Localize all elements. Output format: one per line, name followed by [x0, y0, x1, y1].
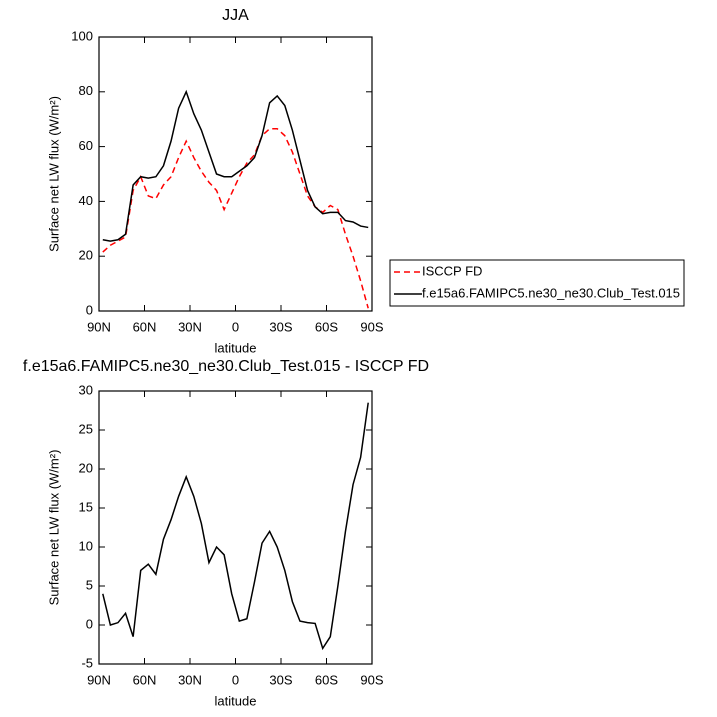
legend-box [389, 259, 685, 307]
x-tick-label: 30N [178, 319, 202, 334]
x-tick-label: 60N [133, 672, 157, 687]
x-tick-label: 90N [87, 319, 111, 334]
x-tick-label: 90N [87, 672, 111, 687]
chart-title: JJA [222, 7, 249, 24]
y-tick-label: 20 [79, 248, 93, 263]
y-tick-label: 0 [86, 616, 93, 631]
y-tick-label: 0 [86, 302, 93, 317]
x-tick-label: 30S [269, 672, 292, 687]
y-tick-label: 30 [79, 382, 93, 397]
x-tick-label: 30S [269, 319, 292, 334]
x-tick-label: 30N [178, 672, 202, 687]
x-axis-label: latitude [215, 693, 257, 708]
plot-frame [98, 390, 373, 665]
y-tick-label: 100 [71, 28, 93, 43]
data-line [102, 128, 369, 309]
data-line [102, 89, 369, 242]
x-tick-label: 0 [232, 319, 239, 334]
legend-label: ISCCP FD [422, 263, 482, 278]
x-tick-label: 60S [315, 319, 338, 334]
y-tick-label: 10 [79, 538, 93, 553]
y-tick-label: 40 [79, 193, 93, 208]
x-axis-label: latitude [215, 340, 257, 355]
y-tick-label: -5 [81, 655, 93, 670]
y-tick-label: 60 [79, 138, 93, 153]
legend-label: f.e15a6.FAMIPC5.ne30_ne30.Club_Test.015 [422, 285, 680, 300]
plot-frame [98, 36, 373, 312]
x-tick-label: 0 [232, 672, 239, 687]
x-tick-label: 60N [133, 319, 157, 334]
chart-title: f.e15a6.FAMIPC5.ne30_ne30.Club_Test.015 … [23, 358, 429, 375]
data-line [102, 402, 369, 651]
y-axis-label: Surface net LW flux (W/m²) [46, 450, 61, 606]
y-tick-label: 5 [86, 577, 93, 592]
y-tick-label: 15 [79, 499, 93, 514]
y-axis-label: Surface net LW flux (W/m²) [46, 96, 61, 252]
x-tick-label: 60S [315, 672, 338, 687]
x-tick-label: 90S [360, 319, 383, 334]
y-tick-label: 80 [79, 83, 93, 98]
x-tick-label: 90S [360, 672, 383, 687]
y-tick-label: 25 [79, 421, 93, 436]
y-tick-label: 20 [79, 460, 93, 475]
